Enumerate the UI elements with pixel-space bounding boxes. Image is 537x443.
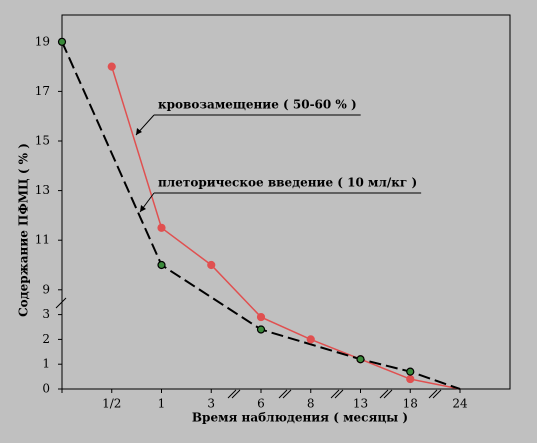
y-tick-label: 11 bbox=[35, 233, 50, 247]
series-label: плеторическое введение ( 10 мл/кг ) bbox=[158, 176, 417, 190]
marker bbox=[107, 62, 116, 71]
x-tick-label: 3 bbox=[207, 397, 215, 411]
y-tick-label: 3 bbox=[42, 307, 50, 321]
y-tick-label: 19 bbox=[35, 34, 50, 48]
marker bbox=[406, 374, 415, 384]
marker bbox=[157, 260, 166, 270]
marker bbox=[356, 355, 365, 364]
marker bbox=[207, 260, 216, 270]
x-tick-label: 1 bbox=[158, 397, 166, 411]
x-tick-label: 6 bbox=[257, 397, 265, 411]
x-tick-label: 18 bbox=[403, 397, 418, 411]
marker bbox=[57, 37, 67, 46]
x-tick-label: 1/2 bbox=[102, 397, 121, 411]
y-tick-label: 15 bbox=[35, 134, 50, 148]
marker bbox=[256, 312, 266, 322]
x-axis-label: Время наблюдения ( месяцы ) bbox=[192, 411, 408, 425]
series-line bbox=[61, 41, 461, 390]
x-tick-label: 24 bbox=[452, 397, 468, 411]
y-tick-label: 13 bbox=[35, 183, 50, 197]
series-label: кровозамещение ( 50-60 % ) bbox=[158, 98, 357, 112]
axis-breaks bbox=[55, 297, 442, 399]
arrow-head bbox=[136, 128, 142, 135]
marker bbox=[406, 367, 415, 376]
plot-area bbox=[61, 14, 511, 390]
marker bbox=[306, 335, 315, 344]
y-tick-label: 9 bbox=[42, 282, 50, 296]
x-tick-label: 8 bbox=[307, 397, 315, 411]
y-tick-label: 1 bbox=[42, 357, 50, 371]
y-tick-label: 0 bbox=[42, 382, 50, 396]
y-tick-label: 17 bbox=[35, 84, 50, 98]
y-axis-label: Содержание ПФМЦ ( % ) bbox=[17, 143, 31, 317]
marker bbox=[157, 223, 166, 232]
y-tick-label: 2 bbox=[42, 332, 50, 346]
arrow-head bbox=[140, 205, 146, 212]
series-line bbox=[111, 66, 461, 390]
marker bbox=[256, 325, 266, 334]
x-tick-label: 13 bbox=[353, 397, 368, 411]
